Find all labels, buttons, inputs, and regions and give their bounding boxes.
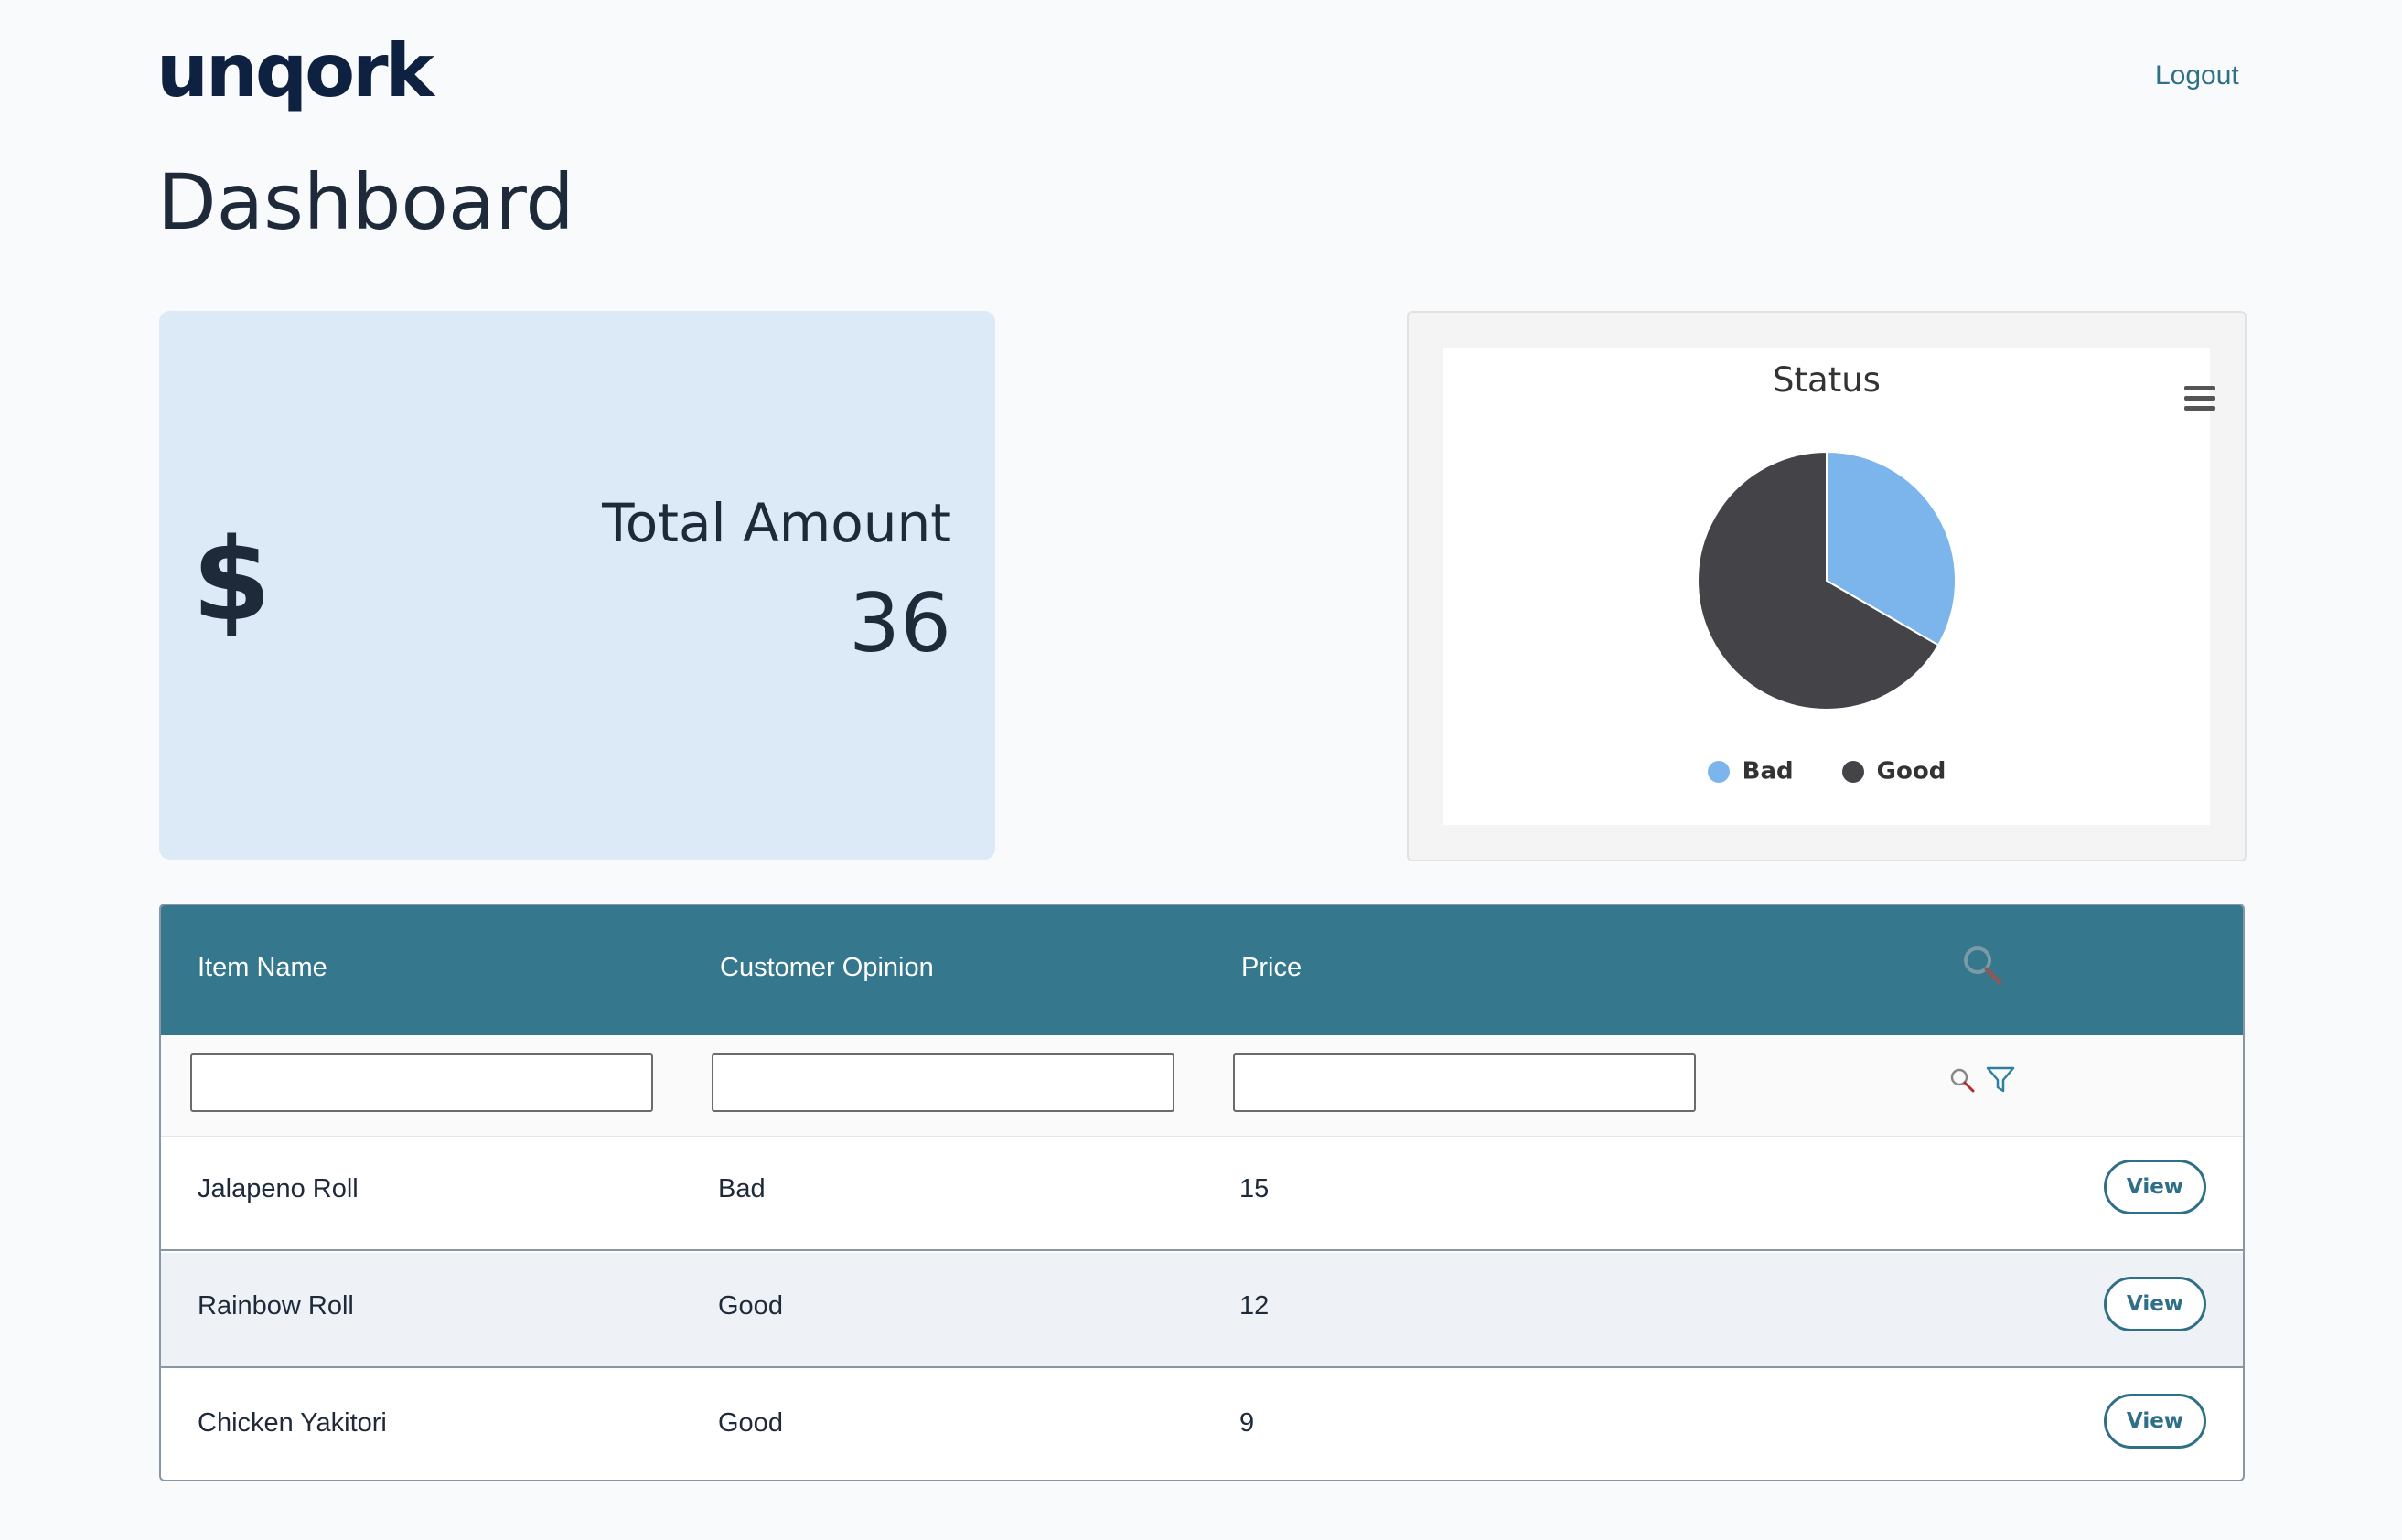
table-row: Chicken Yakitori Good 9 View <box>161 1370 2243 1480</box>
column-header-customer-opinion[interactable]: Customer Opinion <box>720 953 934 982</box>
legend-label-bad: Bad <box>1742 757 1794 786</box>
chart-legend: Bad Good <box>1443 757 2210 786</box>
chart-title: Status <box>1773 360 1881 400</box>
hamburger-menu-icon[interactable] <box>2184 386 2215 413</box>
search-icon[interactable] <box>1961 944 2003 986</box>
cell-item-name: Rainbow Roll <box>198 1291 354 1321</box>
logout-link[interactable]: Logout <box>2155 60 2239 91</box>
column-header-item-name[interactable]: Item Name <box>198 953 327 982</box>
table-header: Item Name Customer Opinion Price <box>161 905 2243 1035</box>
total-amount-card: $ Total Amount 36 <box>159 311 995 860</box>
filter-icon[interactable] <box>1985 1064 2016 1096</box>
cell-customer-opinion: Good <box>718 1408 783 1438</box>
item-name-filter-input[interactable] <box>190 1053 653 1112</box>
dollar-icon: $ <box>192 515 272 647</box>
legend-dot-bad <box>1707 760 1730 783</box>
view-button[interactable]: View <box>2104 1160 2206 1214</box>
customer-opinion-filter-input[interactable] <box>712 1053 1174 1112</box>
table-row: Rainbow Roll Good 12 View <box>161 1253 2243 1368</box>
legend-item-good[interactable]: Good <box>1841 757 1946 786</box>
chart-area: Status Bad Good <box>1443 348 2215 825</box>
legend-dot-good <box>1841 760 1864 783</box>
items-table: Item Name Customer Opinion Price Jalapen… <box>159 904 2245 1481</box>
unqork-logo: unqork <box>156 28 434 113</box>
view-button[interactable]: View <box>2104 1394 2206 1449</box>
legend-label-good: Good <box>1876 757 1946 786</box>
kpi-label: Total Amount <box>602 492 951 554</box>
status-chart-card: Status Bad Good <box>1407 311 2247 861</box>
pie-slice-bad[interactable] <box>1826 450 1957 647</box>
legend-item-bad[interactable]: Bad <box>1707 757 1794 786</box>
filter-row <box>161 1035 2243 1137</box>
search-icon[interactable] <box>1948 1066 1976 1094</box>
cell-item-name: Chicken Yakitori <box>198 1408 387 1438</box>
cell-customer-opinion: Bad <box>718 1174 766 1203</box>
cell-price: 15 <box>1239 1174 1270 1203</box>
kpi-value: 36 <box>849 576 951 670</box>
price-filter-input[interactable] <box>1233 1053 1696 1112</box>
pie-slice-good[interactable] <box>1697 450 1940 711</box>
page-title: Dashboard <box>157 157 574 247</box>
pie-chart <box>1697 450 1957 711</box>
cell-customer-opinion: Good <box>718 1291 783 1321</box>
cell-item-name: Jalapeno Roll <box>198 1174 359 1203</box>
cell-price: 12 <box>1239 1291 1270 1321</box>
column-header-price[interactable]: Price <box>1241 953 1303 982</box>
filter-actions <box>1948 1063 2031 1099</box>
table-row: Jalapeno Roll Bad 15 View <box>161 1136 2243 1251</box>
cell-price: 9 <box>1239 1408 1255 1438</box>
view-button[interactable]: View <box>2104 1277 2206 1331</box>
